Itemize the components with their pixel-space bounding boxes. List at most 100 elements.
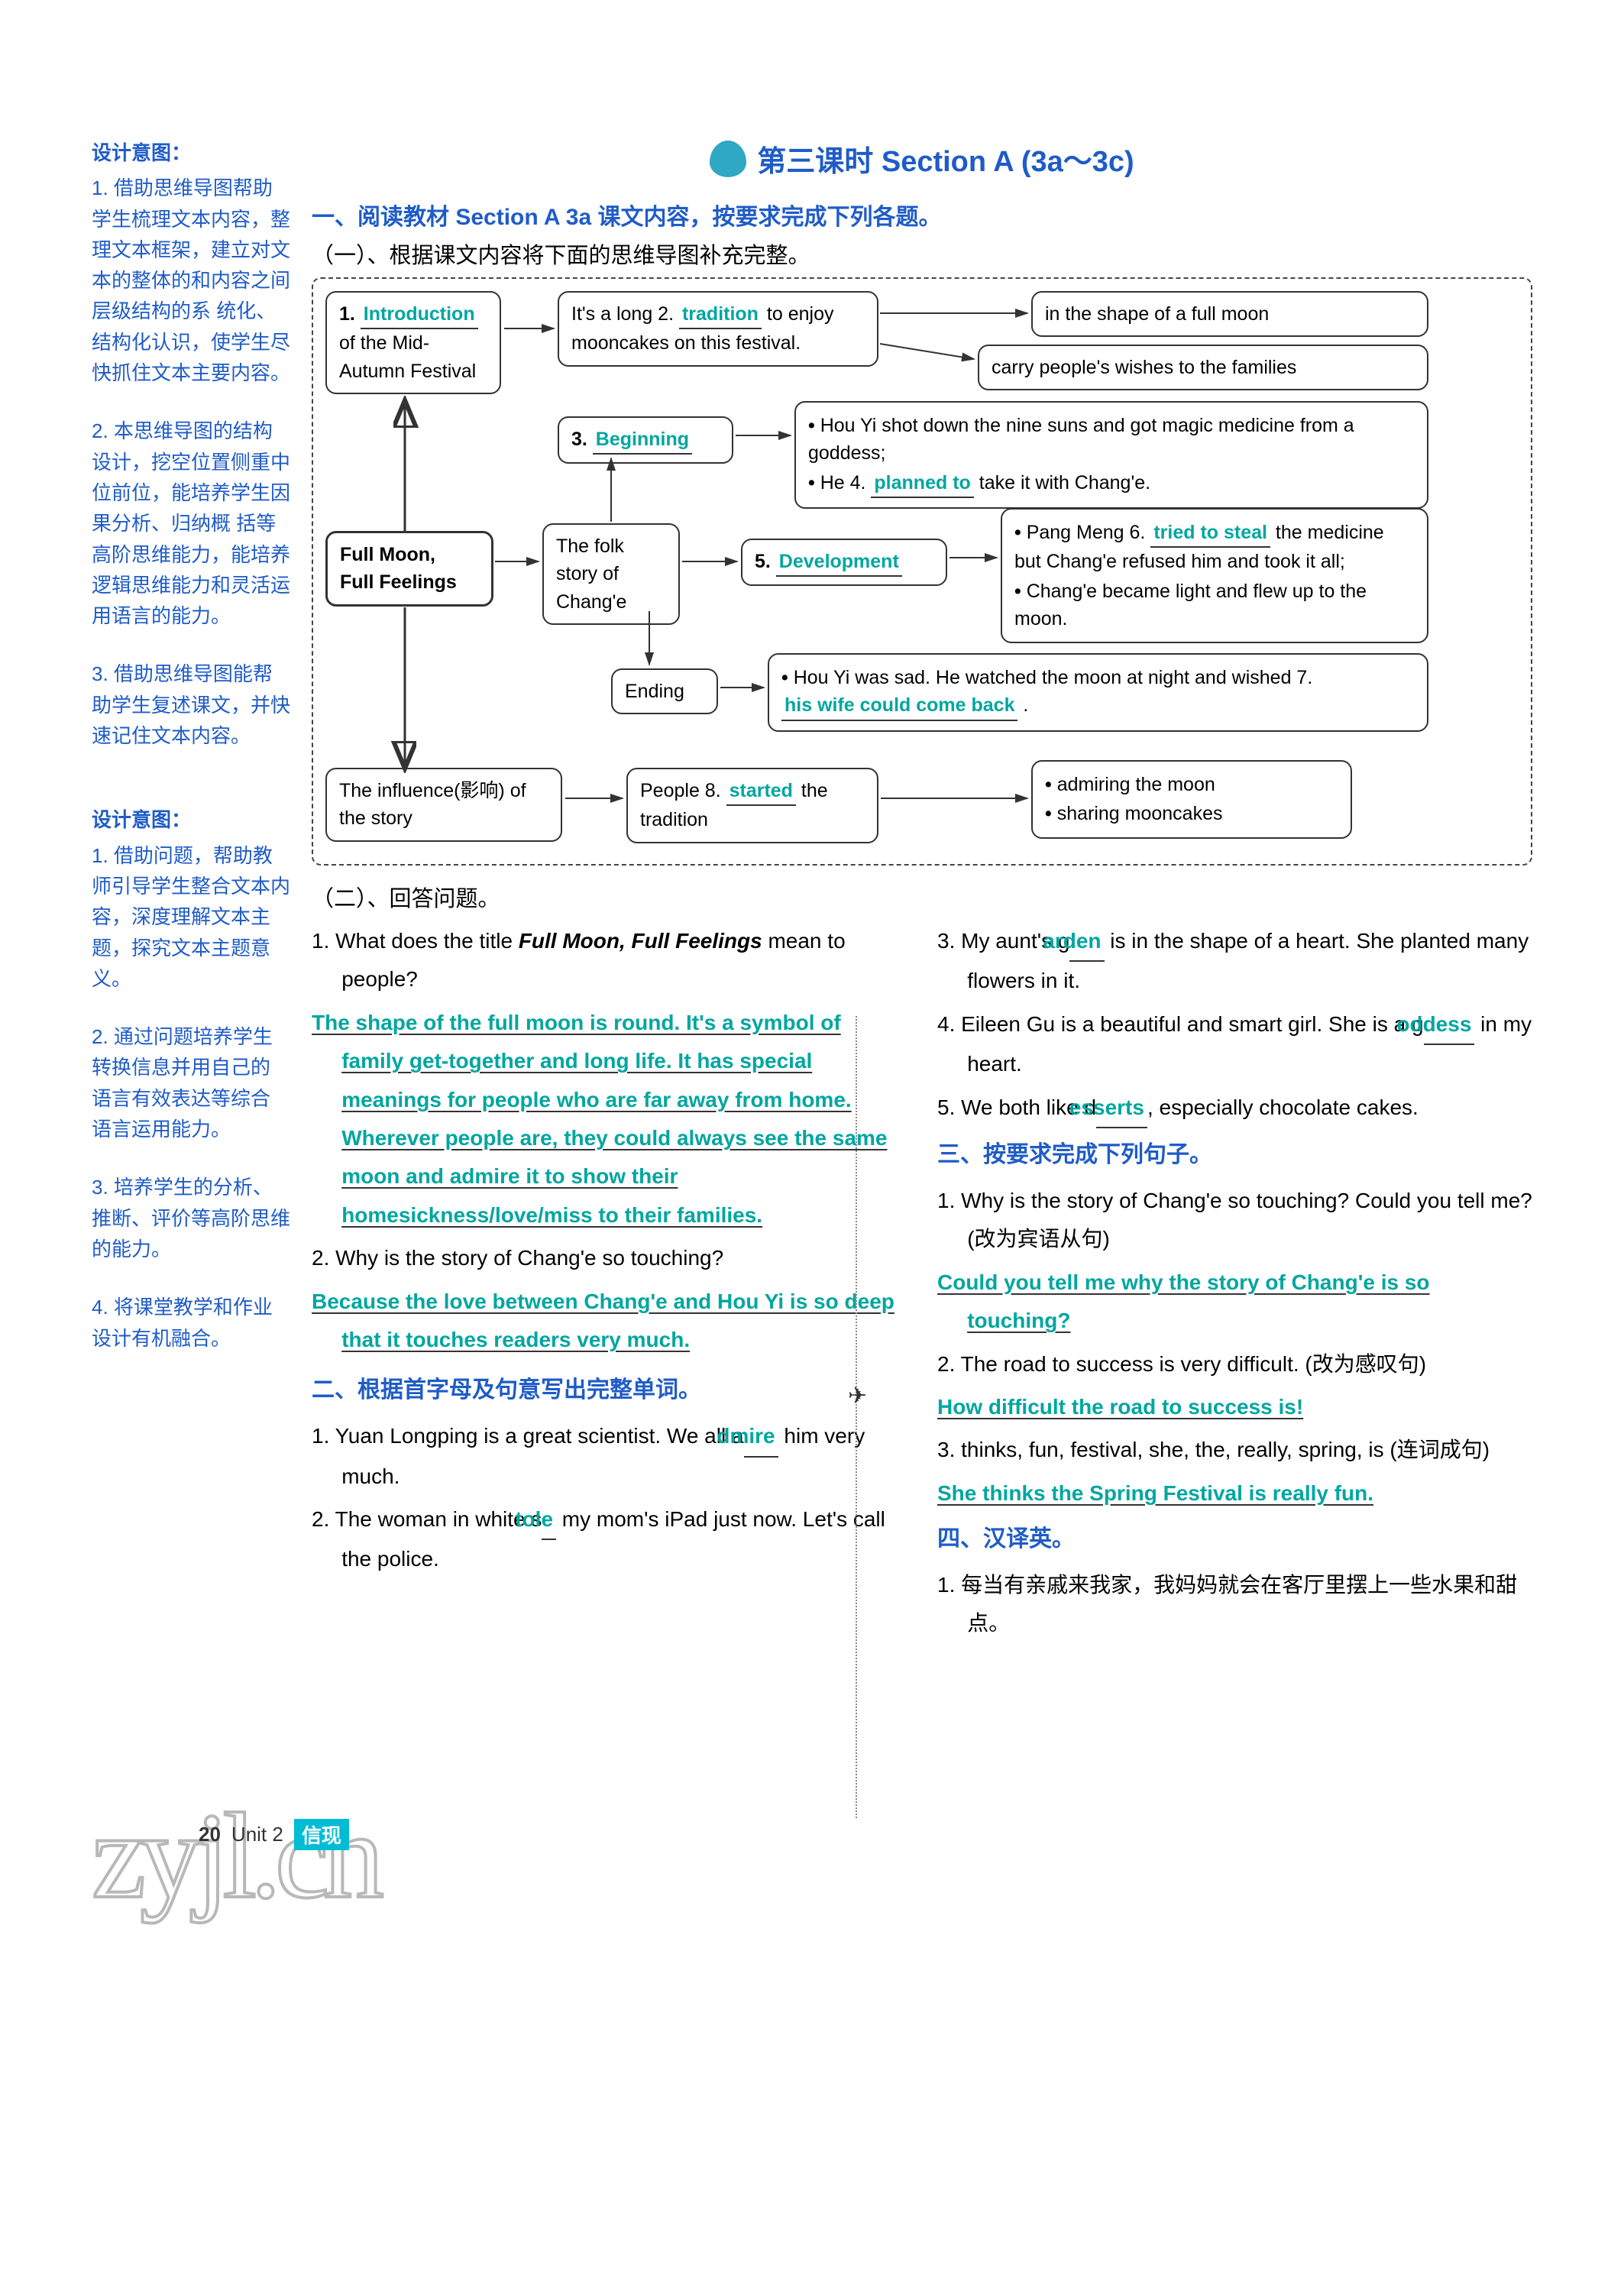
page-footer: 20 Unit 2 信现 [199,1819,349,1850]
box-tradition: It's a long 2. tradition to enjoy moonca… [558,291,878,367]
txt: Hou Yi was sad. He watched the moon at n… [794,667,1313,688]
center-box: Full Moon, Full Feelings [325,531,493,607]
sidebar-block-1: 设计意图： 1. 借助思维导图帮助学生梳理文本内容，整理文本框架，建立对文本的整… [92,138,290,388]
li: sharing mooncakes [1045,800,1338,827]
li: Chang'e became light and flew up to the … [1014,578,1415,633]
answer-text: The shape of the full moon is round. It'… [312,1011,888,1227]
txt: 2. The woman in white s [312,1507,542,1531]
sidebar-text: 1. 借助思维导图帮助学生梳理文本内容，整理文本框架，建立对文本的整体的和内容之… [92,173,290,388]
q2-5: 5. We both like desserts, especially cho… [937,1089,1532,1128]
txt: , especially chocolate cakes. [1147,1095,1419,1119]
txt: 1. Yuan Longping is a great scientist. W… [312,1424,744,1448]
q2-2: 2. The woman in white stole my mom's iPa… [312,1500,907,1579]
sidebar-text: 3. 培养学生的分析、推断、评价等高阶思维的能力。 [92,1172,290,1264]
q1-1-answer: The shape of the full moon is round. It'… [312,1004,907,1234]
left-column: 1. What does the title Full Moon, Full F… [312,922,907,1648]
q3-2: 2. The road to success is very difficult… [937,1345,1532,1383]
sidebar-block-3: 3. 借助思维导图能帮 助学生复述课文，并快速记住文本内容。 [92,658,290,751]
blank-7: his wife could come back [781,691,1017,720]
sidebar-block-6: 3. 培养学生的分析、推断、评价等高阶思维的能力。 [92,1172,290,1264]
txt: People 8. [640,780,726,801]
txt: 1. What does the title [312,929,519,953]
box-dev-detail: Pang Meng 6. tried to steal the medicine… [1001,508,1428,643]
q3-3-answer: She thinks the Spring Festival is really… [937,1474,1532,1513]
box-shape: in the shape of a full moon [1031,291,1428,337]
sidebar-block-7: 4. 将课堂教学和作业设计有机融合。 [92,1292,290,1354]
sidebar-text: 4. 将课堂教学和作业设计有机融合。 [92,1292,290,1354]
blank-5: Development [776,548,902,577]
txt: 4. Eileen Gu is a beautiful and smart gi… [937,1012,1424,1036]
blank: dmire [744,1417,778,1457]
q1-1: 1. What does the title Full Moon, Full F… [312,922,907,999]
txt: . [1017,694,1028,716]
txt: Pang Meng 6. [1027,522,1151,543]
sidebar-text: 1. 借助问题，帮助教师引导学生整合文本内容，深度理解文本主题，探究文本主题意 … [92,840,290,994]
box-beginning: 3. Beginning [558,416,733,464]
lesson-title: 第三课时 Section A (3a～3c) [312,138,1532,180]
answer-text: Because the love between Chang'e and Hou… [312,1289,894,1351]
box-folk: The folk story of Chang'e [542,523,680,625]
box-activities: admiring the moon sharing mooncakes [1031,760,1352,839]
section-2-heading: 二、根据首字母及句意写出完整单词。 [312,1370,907,1411]
watermark: zyjl.cn [92,1785,378,1927]
right-column: 3. My aunt's garden is in the shape of a… [937,922,1532,1648]
li: Pang Meng 6. tried to steal the medicine… [1014,519,1415,576]
box-development: 5. Development [741,539,947,586]
txt: of the Mid-Autumn Festival [339,332,476,381]
blank-4: planned to [871,469,973,498]
box-beginning-detail: Hou Yi shot down the nine suns and got m… [794,401,1428,509]
answer-text: Could you tell me why the story of Chang… [937,1270,1430,1332]
q3-2-answer: How difficult the road to success is! [937,1388,1532,1426]
box-intro: 1. Introduction of the Mid-Autumn Festiv… [325,291,501,394]
answer-text: How difficult the road to success is! [937,1395,1303,1419]
sidebar: 设计意图： 1. 借助思维导图帮助学生梳理文本内容，整理文本框架，建立对文本的整… [92,138,290,1648]
blank: oddess [1424,1005,1475,1045]
q1-2-answer: Because the love between Chang'e and Hou… [312,1283,907,1360]
q2-3: 3. My aunt's garden is in the shape of a… [937,922,1532,1001]
blank-8: started [726,777,796,806]
q3-1-answer: Could you tell me why the story of Chang… [937,1264,1532,1341]
blank-6: tried to steal [1150,519,1270,548]
blank: arden [1069,922,1104,962]
lesson-icon [710,141,746,177]
lesson-title-text: 第三课时 Section A (3a～3c) [757,138,1134,180]
section-3-heading: 三、按要求完成下列句子。 [937,1134,1532,1176]
num: 5. [755,551,776,572]
unit-label: Unit 2 [231,1823,283,1846]
blank: tole [542,1500,556,1540]
box-ending-detail: Hou Yi was sad. He watched the moon at n… [768,653,1428,732]
main-content: 第三课时 Section A (3a～3c) 一、阅读教材 Section A … [312,138,1532,1648]
title-italic: Full Moon, Full Feelings [519,929,762,953]
txt: He 4. [820,472,872,493]
page: 设计意图： 1. 借助思维导图帮助学生梳理文本内容，整理文本框架，建立对文本的整… [92,138,1532,1648]
section-1-heading: 一、阅读教材 Section A 3a 课文内容，按要求完成下列各题。 [312,198,1532,231]
box-influence: The influence(影响) of the story [325,768,562,842]
q2-1: 1. Yuan Longping is a great scientist. W… [312,1417,907,1496]
two-columns: 1. What does the title Full Moon, Full F… [312,922,1532,1648]
section-1-sub: （一）、根据课文内容将下面的思维导图补充完整。 [312,238,1532,270]
airplane-icon: ✈ [848,1383,867,1409]
answer-text: She thinks the Spring Festival is really… [937,1481,1373,1505]
mind-map: Full Moon, Full Feelings 1. Introduction… [312,277,1532,866]
q1-2: 2. Why is the story of Chang'e so touchi… [312,1239,907,1277]
blank: esserts [1096,1089,1147,1128]
sidebar-block-2: 2. 本思维导图的结构 设计，挖空位置侧重中位前位，能培养学生因果分析、归纳概 … [92,416,290,631]
sidebar-title: 设计意图： [92,804,290,835]
li: Hou Yi shot down the nine suns and got m… [808,412,1415,468]
sidebar-title: 设计意图： [92,138,290,168]
box-carry: carry people's wishes to the families [978,345,1428,390]
blank-1: Introduction [361,300,478,329]
li: He 4. planned to take it with Chang'e. [808,469,1415,498]
sidebar-block-4: 设计意图： 1. 借助问题，帮助教师引导学生整合文本内容，深度理解文本主题，探究… [92,804,290,994]
txt: take it with Chang'e. [974,472,1150,493]
num: 3. [571,429,593,450]
section-1-sub2: （二）、回答问题。 [312,881,1532,913]
sidebar-text: 2. 通过问题培养学生 转换信息并用自己的 语言有效表达等综合 语言运用能力。 [92,1021,290,1144]
sidebar-text: 2. 本思维导图的结构 设计，挖空位置侧重中位前位，能培养学生因果分析、归纳概 … [92,416,290,631]
txt: It's a long 2. [571,303,679,325]
sidebar-text: 3. 借助思维导图能帮 助学生复述课文，并快速记住文本内容。 [92,658,290,751]
section-4-heading: 四、汉译英。 [937,1519,1532,1560]
num: 1. [339,303,361,325]
sidebar-block-5: 2. 通过问题培养学生 转换信息并用自己的 语言有效表达等综合 语言运用能力。 [92,1021,290,1144]
column-divider [856,1016,857,1818]
